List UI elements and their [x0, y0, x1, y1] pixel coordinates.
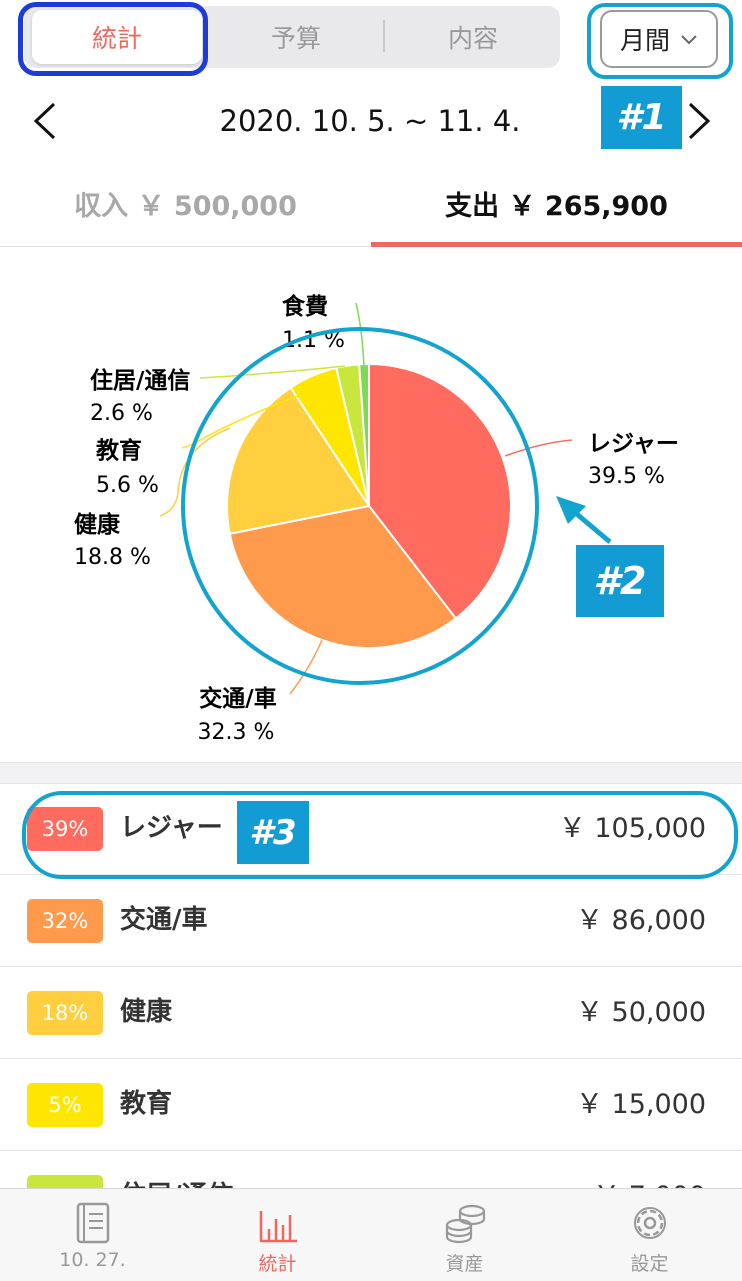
bar-chart-icon: [259, 1211, 297, 1243]
list-item[interactable]: 39% レジャー ￥ 105,000: [0, 783, 742, 875]
category-name: 交通/車: [120, 905, 208, 935]
segment-statistics[interactable]: 統計: [32, 10, 202, 64]
leader-line-education: [181, 392, 306, 449]
coins-icon: [445, 1204, 486, 1244]
leader-line-housing: [199, 365, 346, 379]
book-icon: [76, 1202, 110, 1244]
category-name: 教育: [120, 1089, 173, 1119]
chevron-left-icon[interactable]: [30, 100, 60, 142]
category-amount: ￥ 86,000: [575, 905, 706, 936]
segment-budget[interactable]: 予算: [270, 24, 321, 53]
tabbar-label: 10. 27.: [59, 1249, 126, 1271]
leader-line-transport: [289, 639, 323, 695]
pie-slice-leisure[interactable]: [368, 362, 512, 620]
annotation-badge-1: #1: [601, 86, 682, 149]
highlight-box-statistics: [18, 2, 208, 76]
chevron-right-icon[interactable]: [684, 100, 714, 142]
slice-pct-education: 5.6 %: [96, 473, 159, 498]
leader-line-food: [355, 302, 365, 367]
tabbar-label: 設定: [630, 1253, 669, 1275]
slice-label-health: 健康: [74, 511, 121, 538]
highlight-circle-chart: [181, 327, 539, 685]
slice-pct-leisure: 39.5 %: [588, 464, 665, 489]
date-range: 2020. 10. 5. ~ 11. 4.: [219, 104, 521, 138]
pie-slice-health[interactable]: [226, 386, 371, 535]
slice-label-food: 食費: [282, 293, 328, 320]
tabbar-item-assets[interactable]: 資産: [372, 1189, 557, 1281]
leader-line-health: [159, 427, 231, 517]
tab-active-indicator: [371, 242, 742, 247]
pie-slices: [226, 362, 512, 649]
slice-label-education: 教育: [96, 437, 142, 464]
category-amount: ￥ 15,000: [575, 1089, 706, 1120]
leader-lines: [159, 302, 573, 695]
slice-pct-housing: 2.6 %: [90, 401, 153, 426]
pie-slice-transport[interactable]: [228, 504, 458, 649]
pie-chart: レジャー 39.5 % 交通/車 32.3 % 健康 18.8 % 教育 5.6…: [74, 293, 679, 745]
percent-badge: 18%: [27, 991, 103, 1035]
segment-details[interactable]: 内容: [447, 24, 498, 53]
category-name: レジャー: [120, 813, 223, 843]
annotation-badge-2: #2: [576, 545, 664, 617]
tabbar-item-statistics[interactable]: 統計: [185, 1189, 370, 1281]
percent-badge: 32%: [27, 899, 103, 943]
section-separator: [0, 762, 742, 784]
list-item[interactable]: 18% 健康 ￥ 50,000: [0, 967, 742, 1059]
slice-label-transport: 交通/車: [199, 685, 276, 712]
category-name: 健康: [120, 997, 173, 1027]
category-amount: ￥ 105,000: [558, 813, 706, 844]
tab-expense[interactable]: 支出 ￥ 265,900: [445, 191, 668, 222]
slice-pct-health: 18.8 %: [74, 545, 151, 570]
tab-income[interactable]: 収入 ￥ 500,000: [74, 191, 297, 222]
slice-label-leisure: レジャー: [588, 431, 679, 457]
gear-icon: [634, 1207, 666, 1239]
highlight-box-list-row: [22, 791, 738, 879]
tabbar-label: 統計: [258, 1253, 297, 1275]
tabbar-item-settings[interactable]: 設定: [557, 1189, 742, 1281]
period-label: 月間: [619, 26, 670, 55]
slice-label-housing: 住居/通信: [90, 367, 190, 394]
highlight-box-period: [587, 3, 733, 79]
tabbar-label: 資産: [445, 1253, 484, 1275]
bottom-tab-bar: 10. 27. 統計 資産 設定: [0, 1188, 742, 1281]
category-amount: ￥ 50,000: [575, 997, 706, 1028]
tabbar-item-ledger[interactable]: 10. 27.: [0, 1189, 185, 1281]
list-item[interactable]: 5% 教育 ￥ 15,000: [0, 1059, 742, 1151]
chevron-down-icon: [681, 35, 697, 45]
annotation-badge-3: #3: [237, 801, 309, 864]
annotation-arrow-line: [570, 508, 612, 544]
list-item[interactable]: 32% 交通/車 ￥ 86,000: [0, 875, 742, 967]
period-dropdown[interactable]: 月間: [600, 10, 718, 68]
annotation-arrow-head: [556, 496, 586, 524]
percent-badge: 5%: [27, 1083, 103, 1127]
leader-line-leisure: [504, 439, 573, 457]
segment-divider: [383, 20, 385, 52]
slice-pct-transport: 32.3 %: [198, 720, 275, 745]
